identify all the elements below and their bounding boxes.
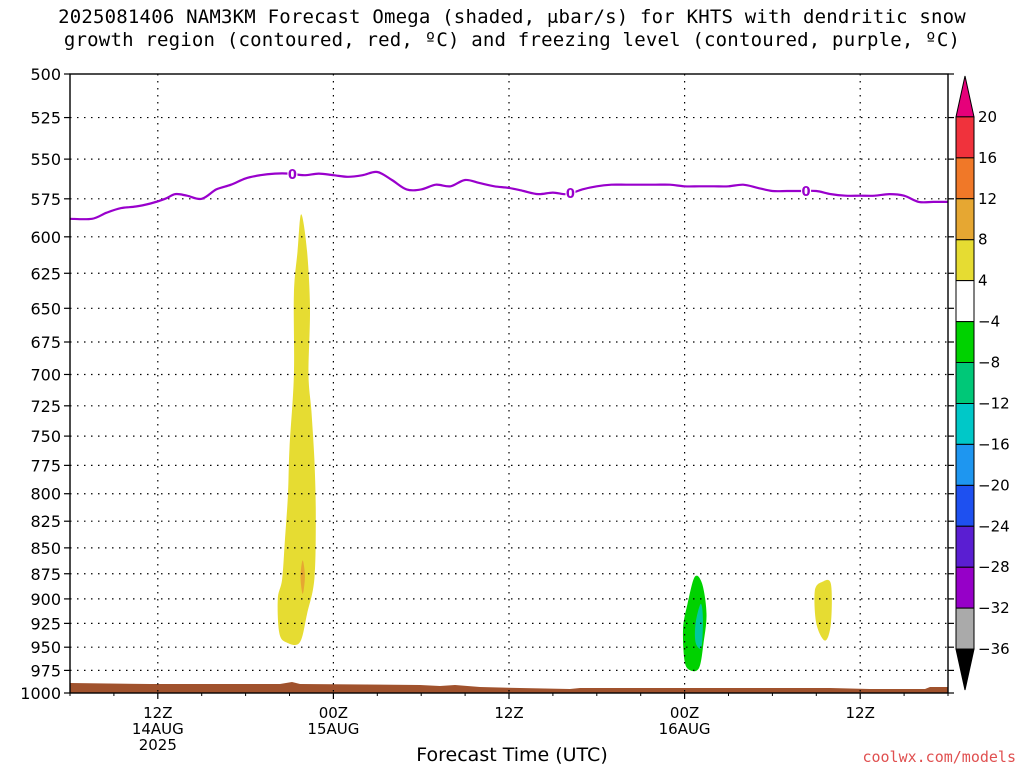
colorbar-box-7	[955, 321, 975, 364]
y-tick-label-950: 950	[30, 638, 61, 657]
y-axis: 500 525 550 575 600 625 650 675 700 725 750 775 800 8…	[20, 65, 954, 703]
colorbar-label-12: −28	[978, 558, 1010, 576]
colorbar-box-3	[955, 157, 975, 200]
colorbar-label-2: 16	[978, 149, 997, 167]
omega-region-1	[277, 214, 316, 646]
x-tick-label-54-1: 12Z	[846, 704, 875, 722]
y-tick-label-775: 775	[30, 456, 61, 475]
freezing-level-label-3: 0	[802, 185, 811, 200]
colorbar-box-12	[955, 525, 975, 568]
colorbar-label-6: −4	[978, 313, 1000, 331]
colorbar-label-7: −8	[978, 354, 1000, 372]
colorbar-box-6	[955, 280, 975, 323]
x-tick-label-6-2: 14AUG	[132, 720, 184, 738]
freezing-level-label-2: 0	[566, 187, 575, 202]
y-tick-label-900: 900	[30, 590, 61, 609]
y-tick-label-650: 650	[30, 299, 61, 318]
omega-region-3	[814, 579, 832, 641]
terrain	[70, 682, 948, 693]
chart-title: 2025081406 NAM3KM Forecast Omega (shaded…	[0, 6, 1024, 52]
y-tick-label-800: 800	[30, 485, 61, 504]
x-tick-label-18-1: 00Z	[319, 704, 348, 722]
omega-region-5	[694, 603, 703, 649]
y-tick-label-550: 550	[30, 150, 61, 169]
credit-text: coolwx.com/models	[862, 748, 1016, 766]
y-tick-label-1000: 1000	[20, 684, 61, 703]
colorbar-label-13: −32	[978, 599, 1010, 617]
colorbar: 20 16 12 8 4 −4 −8 −12 −16 −20 −24 −28 −32 −36	[955, 75, 1010, 691]
x-tick-label-30-1: 12Z	[494, 704, 523, 722]
y-tick-label-500: 500	[30, 65, 61, 84]
grid	[70, 74, 948, 693]
freezing-level-label-1: 0	[288, 168, 297, 183]
colorbar-box-14	[955, 607, 975, 650]
terrain-fill	[70, 682, 948, 693]
chart-title-line-2: growth region (contoured, red, ºC) and f…	[63, 29, 961, 51]
colorbar-label-3: 12	[978, 190, 997, 208]
y-tick-label-725: 725	[30, 397, 61, 416]
y-tick-label-925: 925	[30, 614, 61, 633]
freezing-label-bg-2	[565, 185, 576, 201]
colorbar-box-1	[955, 75, 975, 118]
y-tick-label-825: 825	[30, 512, 61, 531]
colorbar-box-2	[955, 116, 975, 159]
y-tick-label-875: 875	[30, 565, 61, 584]
freezing-level-contour: 0 0 0	[69, 165, 948, 221]
colorbar-label-5: 4	[978, 272, 988, 290]
colorbar-box-10	[955, 443, 975, 486]
colorbar-box-8	[955, 362, 975, 404]
colorbar-box-11	[955, 484, 975, 527]
colorbar-label-10: −20	[978, 476, 1010, 494]
colorbar-label-4: 8	[978, 231, 988, 249]
omega-region-2	[300, 560, 305, 594]
y-tick-label-675: 675	[30, 333, 61, 352]
x-axis-title: Forecast Time (UTC)	[416, 744, 608, 766]
freezing-label-bg-3	[801, 183, 812, 199]
y-tick-label-975: 975	[30, 661, 61, 680]
colorbar-label-14: −36	[978, 640, 1010, 658]
colorbar-box-15	[955, 648, 975, 691]
y-tick-label-575: 575	[30, 190, 61, 209]
y-tick-label-850: 850	[30, 539, 61, 558]
x-tick-label-6-3: 2025	[139, 736, 177, 754]
colorbar-box-13	[955, 566, 975, 609]
y-tick-label-750: 750	[30, 427, 61, 446]
x-tick-label-42-2: 16AUG	[659, 720, 711, 738]
y-tick-label-625: 625	[30, 264, 61, 283]
y-tick-label-700: 700	[30, 365, 61, 384]
x-tick-label-6-1: 12Z	[143, 704, 172, 722]
x-tick-label-18-2: 15AUG	[307, 720, 359, 738]
colorbar-label-11: −24	[978, 517, 1010, 535]
colorbar-label-8: −12	[978, 394, 1010, 412]
y-tick-label-600: 600	[30, 228, 61, 247]
colorbar-label-9: −16	[978, 435, 1010, 453]
colorbar-box-9	[955, 402, 975, 445]
colorbar-box-4	[955, 198, 975, 241]
chart-title-line-1: 2025081406 NAM3KM Forecast Omega (shaded…	[58, 6, 966, 28]
freezing-label-bg-1	[287, 165, 298, 181]
y-tick-label-525: 525	[30, 109, 61, 128]
x-tick-label-42-1: 00Z	[670, 704, 699, 722]
colorbar-box-5	[955, 239, 975, 282]
colorbar-label-1: 20	[978, 108, 997, 126]
